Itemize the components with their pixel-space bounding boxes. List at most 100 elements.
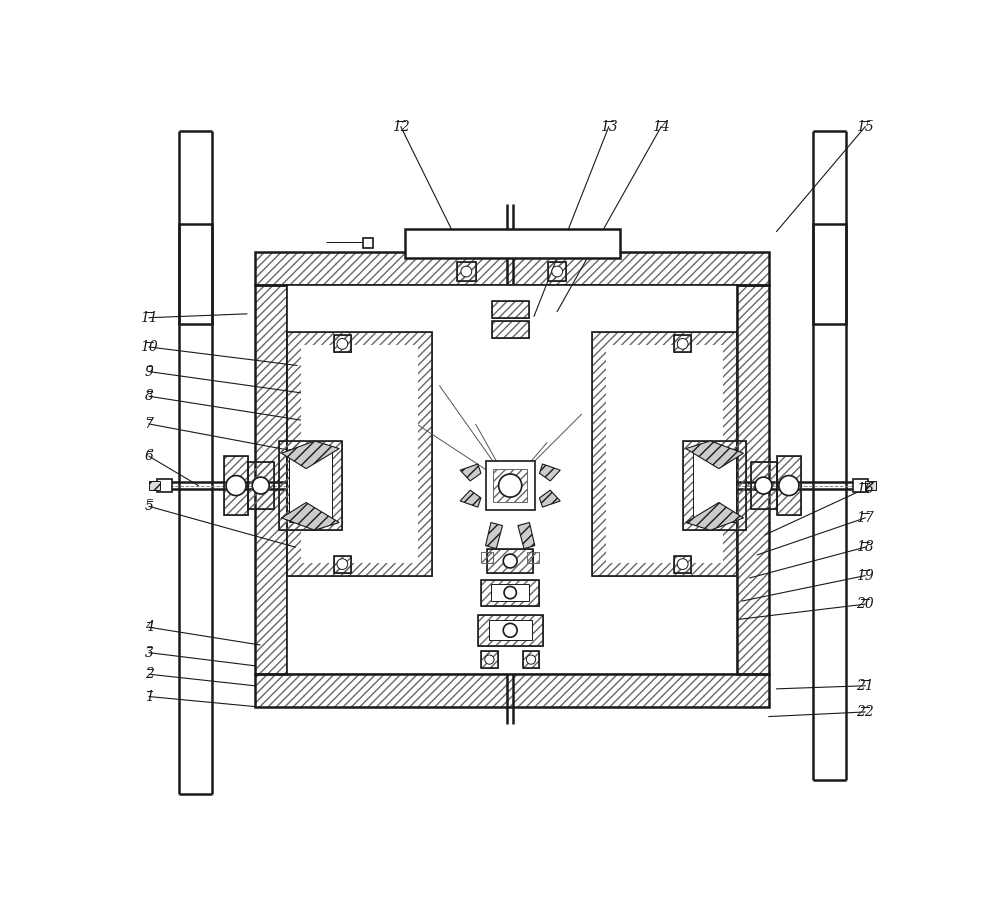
Circle shape	[226, 476, 246, 496]
Text: 22: 22	[856, 705, 874, 719]
Bar	[606, 346, 723, 563]
Bar	[492, 301, 529, 318]
Bar	[853, 479, 868, 492]
Text: 17: 17	[856, 511, 874, 525]
Bar	[491, 584, 529, 601]
Bar	[523, 651, 539, 668]
Bar	[487, 550, 533, 573]
Bar	[683, 441, 746, 530]
Text: 19: 19	[856, 568, 874, 583]
Circle shape	[779, 476, 799, 496]
Text: 3: 3	[145, 646, 153, 660]
Bar	[289, 449, 332, 522]
Circle shape	[677, 559, 688, 569]
Bar	[287, 285, 737, 674]
Circle shape	[677, 339, 688, 350]
Bar	[481, 651, 498, 668]
Text: 10: 10	[140, 340, 158, 354]
Bar	[224, 457, 248, 515]
Bar	[334, 555, 351, 573]
Bar	[481, 579, 539, 606]
Bar	[279, 441, 342, 530]
Circle shape	[252, 477, 269, 494]
Bar	[493, 468, 527, 502]
Circle shape	[461, 266, 472, 277]
Bar	[287, 285, 737, 674]
Bar	[255, 674, 769, 706]
Bar	[279, 441, 342, 530]
Bar	[287, 331, 432, 576]
Bar	[674, 555, 691, 573]
Bar	[287, 331, 432, 576]
Text: 21: 21	[856, 679, 874, 693]
Circle shape	[526, 655, 536, 664]
Bar	[492, 301, 529, 318]
Bar	[523, 651, 539, 668]
Circle shape	[503, 554, 517, 568]
Bar	[179, 224, 212, 324]
Text: 12: 12	[392, 120, 410, 134]
Text: 9: 9	[145, 364, 153, 379]
Circle shape	[504, 587, 516, 598]
Text: 15: 15	[856, 120, 874, 134]
Bar	[255, 253, 769, 706]
Bar	[674, 336, 691, 352]
Text: 6: 6	[145, 449, 153, 463]
Text: 2: 2	[145, 667, 153, 681]
Bar	[255, 253, 769, 285]
Bar	[301, 346, 418, 563]
Bar	[248, 462, 274, 509]
Bar	[548, 263, 566, 281]
Polygon shape	[282, 441, 339, 468]
Bar	[481, 651, 498, 668]
Text: 5: 5	[145, 500, 153, 513]
Polygon shape	[518, 522, 535, 549]
Bar	[751, 462, 777, 509]
Bar	[674, 336, 691, 352]
Text: 11: 11	[140, 311, 158, 325]
Bar	[334, 336, 351, 352]
Circle shape	[485, 655, 494, 664]
Bar	[457, 263, 476, 281]
Bar	[157, 479, 172, 492]
Circle shape	[755, 477, 772, 494]
Bar	[737, 285, 769, 674]
Bar	[248, 462, 274, 509]
Bar	[737, 285, 769, 674]
Bar	[255, 674, 769, 706]
Polygon shape	[486, 522, 502, 549]
Bar	[592, 331, 737, 576]
Polygon shape	[460, 490, 481, 507]
Circle shape	[337, 339, 348, 350]
Bar	[224, 457, 248, 515]
Bar	[255, 285, 287, 674]
Text: 7: 7	[145, 417, 153, 431]
Bar	[486, 461, 535, 511]
Bar	[751, 462, 777, 509]
Text: 13: 13	[600, 120, 618, 134]
Bar	[693, 449, 736, 522]
Bar	[489, 620, 532, 640]
Bar	[492, 321, 529, 338]
Text: 14: 14	[652, 120, 670, 134]
Text: 4: 4	[145, 620, 153, 634]
Polygon shape	[686, 441, 744, 468]
Bar	[487, 550, 533, 573]
Bar	[592, 331, 737, 576]
Bar	[478, 615, 543, 646]
Circle shape	[337, 559, 348, 569]
Bar	[334, 336, 351, 352]
Bar	[777, 457, 801, 515]
Bar	[149, 481, 160, 490]
Text: 20: 20	[856, 597, 874, 611]
Bar	[478, 615, 543, 646]
Circle shape	[552, 266, 563, 277]
Bar	[548, 263, 566, 281]
Bar	[777, 457, 801, 515]
Bar	[683, 441, 746, 530]
Bar	[405, 229, 620, 258]
Text: 18: 18	[856, 540, 874, 554]
Bar	[865, 481, 876, 490]
Bar	[334, 555, 351, 573]
Circle shape	[499, 474, 522, 497]
